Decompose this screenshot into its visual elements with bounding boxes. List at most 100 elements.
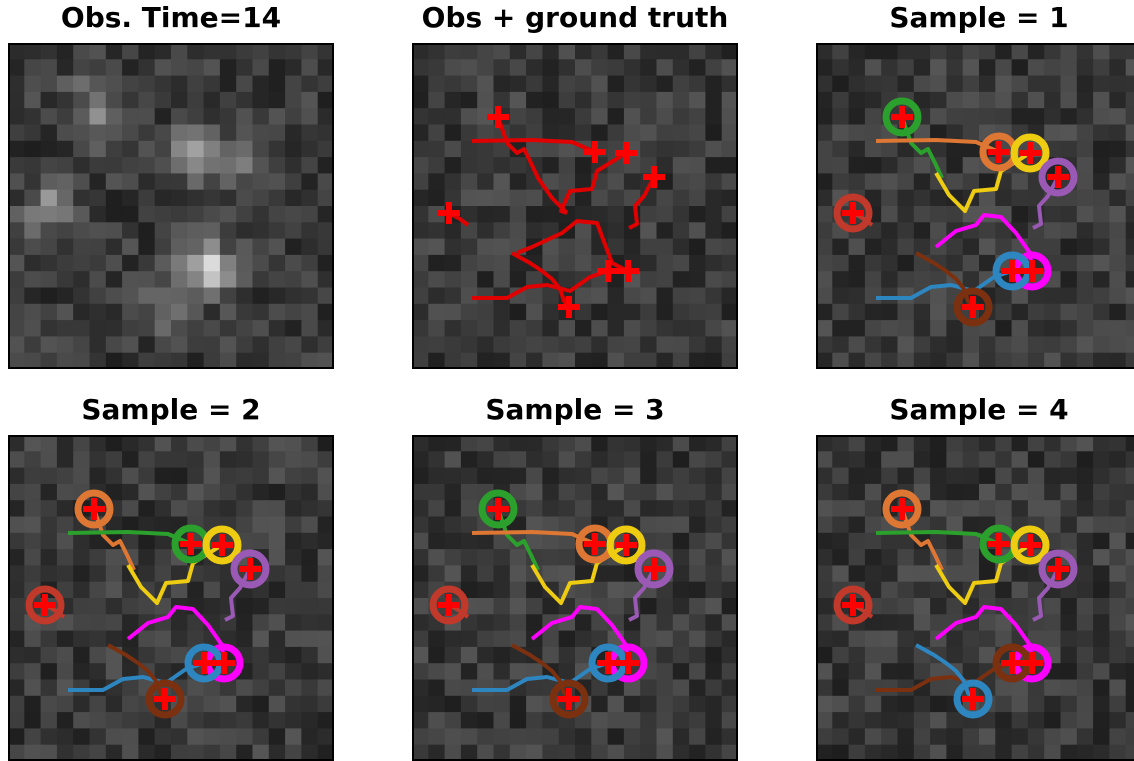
noise-pixel bbox=[705, 500, 723, 518]
noise-pixel bbox=[672, 206, 690, 223]
noise-pixel bbox=[203, 222, 221, 240]
noise-pixel bbox=[89, 271, 107, 289]
noise-pixel bbox=[623, 336, 641, 354]
noise-pixel bbox=[317, 451, 334, 469]
noise-pixel bbox=[913, 320, 931, 337]
noise-pixel bbox=[412, 157, 429, 174]
noise-pixel bbox=[285, 598, 302, 615]
noise-pixel bbox=[24, 43, 42, 60]
sample-image bbox=[816, 435, 1134, 761]
noise-pixel bbox=[995, 75, 1013, 93]
noise-pixel bbox=[705, 157, 723, 174]
noise-pixel bbox=[493, 336, 511, 354]
noise-pixel bbox=[1109, 108, 1127, 126]
noise-pixel bbox=[56, 614, 74, 632]
noise-pixel bbox=[979, 744, 996, 761]
noise-pixel bbox=[1060, 75, 1078, 93]
noise-pixel bbox=[477, 75, 495, 93]
noise-pixel bbox=[721, 663, 738, 681]
noise-pixel bbox=[705, 598, 723, 615]
target-marker bbox=[154, 688, 176, 710]
noise-pixel bbox=[1060, 435, 1078, 452]
noise-pixel bbox=[848, 108, 866, 126]
target-marker bbox=[83, 498, 105, 520]
noise-pixel bbox=[171, 728, 188, 746]
noise-pixel bbox=[301, 222, 319, 240]
noise-pixel bbox=[301, 679, 319, 697]
noise-pixel bbox=[73, 549, 91, 566]
noise-pixel bbox=[1076, 500, 1094, 518]
noise-pixel bbox=[219, 336, 237, 354]
noise-pixel bbox=[138, 483, 156, 501]
noise-pixel bbox=[848, 744, 866, 761]
noise-pixel bbox=[656, 483, 674, 501]
noise-pixel bbox=[73, 124, 91, 142]
noise-pixel bbox=[154, 140, 172, 158]
noise-pixel bbox=[1076, 614, 1094, 632]
noise-pixel bbox=[526, 189, 543, 207]
noise-pixel bbox=[428, 500, 446, 518]
noise-pixel bbox=[995, 712, 1013, 729]
noise-pixel bbox=[187, 124, 205, 142]
noise-pixel bbox=[640, 140, 658, 158]
noise-pixel bbox=[897, 75, 915, 93]
noise-pixel bbox=[460, 140, 478, 158]
noise-pixel bbox=[40, 108, 58, 126]
noise-pixel bbox=[946, 435, 964, 452]
noise-pixel bbox=[105, 663, 123, 681]
noise-pixel bbox=[1093, 712, 1110, 729]
noise-pixel bbox=[105, 516, 123, 534]
noise-pixel bbox=[930, 303, 947, 321]
noise-pixel bbox=[56, 254, 74, 272]
noise-pixel bbox=[672, 549, 690, 566]
noise-pixel bbox=[89, 140, 107, 158]
noise-pixel bbox=[979, 336, 996, 354]
noise-pixel bbox=[575, 614, 592, 632]
noise-pixel bbox=[832, 43, 850, 60]
noise-pixel bbox=[56, 500, 74, 518]
noise-pixel bbox=[285, 271, 302, 289]
noise-pixel bbox=[689, 598, 706, 615]
noise-pixel bbox=[1076, 728, 1094, 746]
noise-pixel bbox=[864, 614, 882, 632]
noise-pixel bbox=[591, 336, 609, 354]
noise-pixel bbox=[56, 287, 74, 305]
noise-pixel bbox=[930, 728, 947, 746]
noise-pixel bbox=[1109, 549, 1127, 566]
noise-pixel bbox=[1109, 581, 1127, 599]
noise-pixel bbox=[526, 124, 543, 142]
noise-pixel bbox=[252, 614, 270, 632]
noise-pixel bbox=[171, 43, 188, 60]
noise-pixel bbox=[56, 549, 74, 566]
noise-pixel bbox=[24, 124, 42, 142]
noise-pixel bbox=[203, 483, 221, 501]
noise-pixel bbox=[848, 549, 866, 566]
noise-pixel bbox=[1044, 451, 1062, 469]
noise-pixel bbox=[526, 75, 543, 93]
noise-pixel bbox=[1044, 728, 1062, 746]
noise-pixel bbox=[122, 173, 139, 191]
noise-pixel bbox=[575, 712, 592, 729]
noise-pixel bbox=[236, 173, 254, 191]
noise-pixel bbox=[285, 303, 302, 321]
noise-pixel bbox=[832, 238, 850, 256]
noise-pixel bbox=[1076, 663, 1094, 681]
noise-pixel bbox=[187, 238, 205, 256]
noise-pixel bbox=[672, 435, 690, 452]
noise-pixel bbox=[832, 646, 850, 664]
noise-pixel bbox=[930, 140, 947, 158]
noise-pixel bbox=[816, 435, 833, 452]
noise-pixel bbox=[705, 75, 723, 93]
noise-pixel bbox=[444, 271, 462, 289]
noise-pixel bbox=[1027, 728, 1045, 746]
noise-pixel bbox=[460, 59, 478, 77]
noise-pixel bbox=[607, 712, 625, 729]
noise-pixel bbox=[1109, 336, 1127, 354]
noise-pixel bbox=[881, 75, 899, 93]
noise-pixel bbox=[301, 336, 319, 354]
noise-pixel bbox=[816, 581, 833, 599]
noise-pixel bbox=[268, 238, 286, 256]
noise-pixel bbox=[268, 451, 286, 469]
noise-pixel bbox=[301, 124, 319, 142]
noise-pixel bbox=[24, 189, 42, 207]
